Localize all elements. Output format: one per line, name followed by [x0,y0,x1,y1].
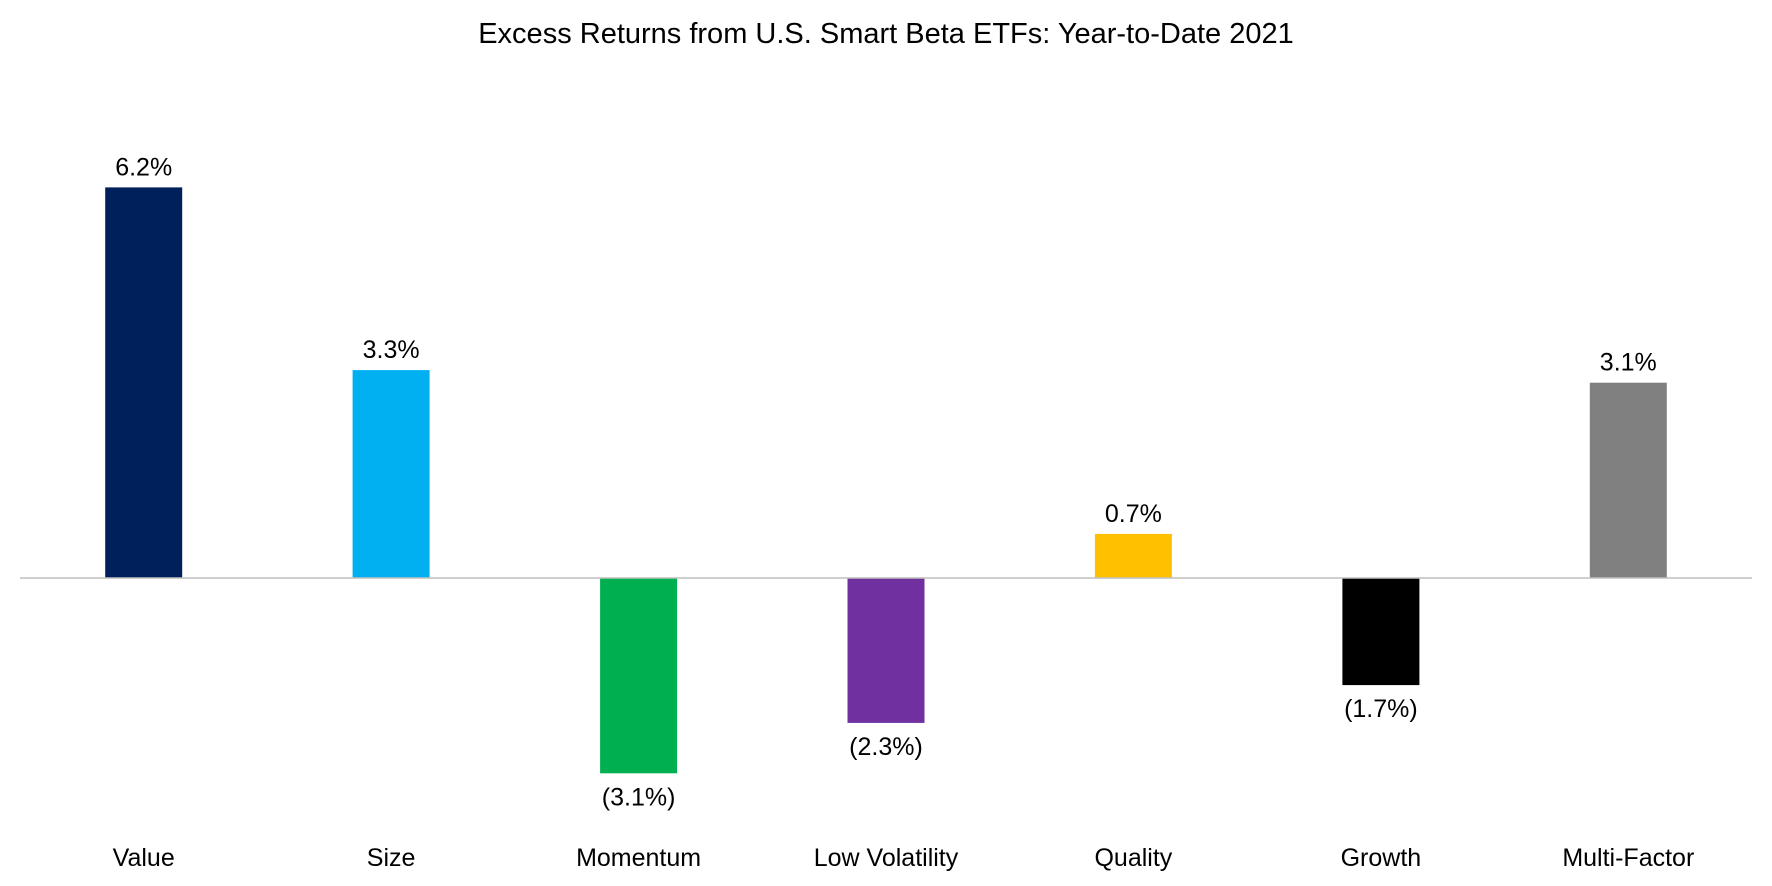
data-label: 0.7% [1105,500,1162,528]
category-label: Value [113,844,175,872]
category-label: Size [367,844,416,872]
data-label: 3.1% [1600,349,1657,377]
data-label: (2.3%) [849,733,923,761]
bar-size [352,370,430,578]
category-axis: Value Size Momentum Low Volatility Quality Gr… [113,844,1695,872]
bar-low-volatility [847,578,925,723]
category-label: Momentum [576,844,701,872]
data-label: (3.1%) [602,783,676,811]
bar-value [105,187,183,578]
bars-layer [105,187,1667,774]
bar-momentum [600,578,678,774]
category-label: Low Volatility [814,844,959,872]
category-label: Growth [1341,844,1422,872]
data-label: (1.7%) [1344,695,1418,723]
bar-multi-factor [1589,382,1667,578]
bar-growth [1342,578,1420,686]
bar-quality [1094,533,1172,578]
chart-title: Excess Returns from U.S. Smart Beta ETFs… [478,18,1294,50]
category-label: Quality [1094,844,1172,872]
data-label: 6.2% [115,153,172,181]
data-label: 3.3% [363,336,420,364]
data-labels-layer: 6.2% 3.3% (3.1%) (2.3%) 0.7% (1.7%) 3.1% [115,153,1657,811]
category-label: Multi-Factor [1562,844,1694,872]
